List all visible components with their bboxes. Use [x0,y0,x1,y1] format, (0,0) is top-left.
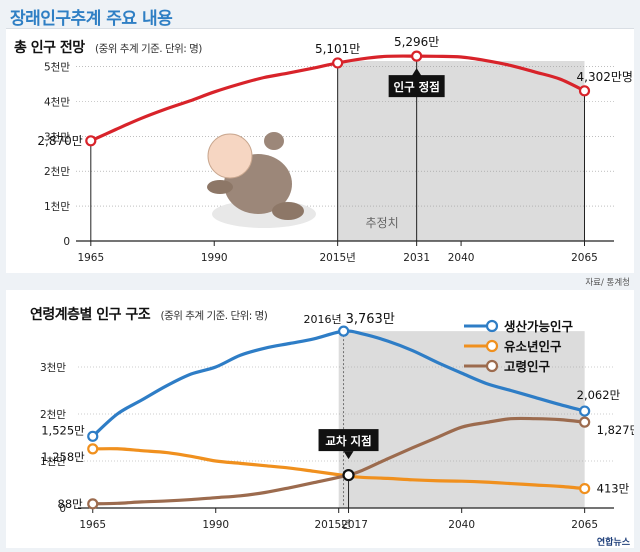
series-marker [87,430,99,442]
x-tick-label: 2017 [341,519,368,531]
source-note: 자료/ 통계청 [585,278,630,288]
chart2-subtitle: (중위 추계 기준. 단위: 명) [160,310,268,322]
x-tick-label: 1990 [201,252,228,264]
x-tick-label: 1965 [77,252,104,264]
callout-label: 교차 지점 [325,434,371,448]
marker-label: 1,258만 [41,450,85,464]
age-structure-panel: 연령계층별 인구 구조 (중위 추계 기준. 단위: 명) 0 1천만 2천만 3천만… [6,290,634,548]
legend-swatch-marker [485,339,499,353]
x-tick-label: 2065 [571,519,598,531]
y-tick-label: 1천만 [40,456,66,468]
marker-label: 5,101만 [315,42,360,56]
x-tick-label: 1965 [79,519,106,531]
x-tick-label: 2065 [571,252,598,264]
estimate-label: 추정치 [366,216,399,230]
callout-label: 인구 정점 [393,80,439,94]
estimate-region [337,61,585,241]
callout-arrow [343,451,354,460]
baby-arm-up [264,132,284,150]
marker-year-label: 2016년 [303,313,341,326]
baby-head [207,133,253,179]
y-tick-label: 3천만 [44,131,70,143]
legend-label: 고령인구 [504,359,551,374]
population-marker [332,57,344,69]
y-tick-label: 5천만 [44,61,70,73]
marker-label: 2,062만 [577,388,621,402]
legend-swatch-marker [485,319,499,333]
series-marker [87,443,99,455]
x-tick-label: 2040 [448,519,475,531]
population-marker [411,50,423,62]
baby-leg [272,202,304,220]
marker-label: 3,763만 [346,312,395,327]
series-marker [579,482,591,495]
series-marker [579,405,591,417]
y-tick-label: 2천만 [44,166,70,178]
chart2-title-row: 연령계층별 인구 구조 (중위 추계 기준. 단위: 명) [30,304,268,324]
legend-swatch-marker [485,359,499,373]
x-tick-label: 2031 [403,252,430,264]
legend-label: 생산가능인구 [504,319,574,334]
x-tick-label: 2040 [448,252,475,264]
y-tick-label: 2천만 [40,409,66,421]
series-marker [579,416,591,428]
headline: 장래인구추계 주요 내용 [10,9,173,29]
callout-arrow [411,68,422,77]
chart2-title: 연령계층별 인구 구조 [30,307,151,323]
chart1-subtitle: (중위 추계 기준. 단위: 명) [95,43,202,55]
marker-label: 5,296만 [394,35,439,49]
series-marker [338,325,350,337]
chart1-plot: 0 1천만 2천만 3천만 4천만 5천만 1965 1990 2015년 2031 2040 206… [37,35,633,264]
baby-illustration [207,132,316,228]
marker-label: 88만 [58,497,84,511]
marker-label: 413만 [597,482,630,496]
total-population-panel: 총 인구 전망 (중위 추계 기준. 단위: 명) 0 1천만 2천만 3천만 4천만 5… [6,28,634,273]
x-tick-label: 2015년 [315,519,351,531]
chart1-title-row: 총 인구 전망 (중위 추계 기준. 단위: 명) [14,37,202,57]
series-marker [87,498,99,510]
cross-marker [342,469,355,482]
y-tick-label: 1천만 [44,201,70,213]
marker-label: 2,870만 [37,134,82,148]
chart1-title: 총 인구 전망 [14,40,85,56]
population-marker [578,85,591,97]
marker-label: 1,525만 [41,423,85,437]
population-marker [85,135,97,147]
y-tick-label: 3천만 [40,362,66,374]
x-tick-label: 2015년 [319,252,355,264]
y-tick-label: 4천만 [44,96,70,108]
marker-label: 4,302만명 [577,70,633,84]
legend-label: 유소년인구 [504,339,562,354]
callout-box [388,75,445,98]
publisher-logo: 연합뉴스 [596,538,630,548]
y-tick-label: 0 [59,503,66,515]
y-tick-label: 0 [63,236,70,248]
baby-arm [207,180,233,194]
callout-box [318,429,379,452]
x-tick-label: 1990 [202,519,229,531]
marker-label: 1,827만 [597,423,634,437]
